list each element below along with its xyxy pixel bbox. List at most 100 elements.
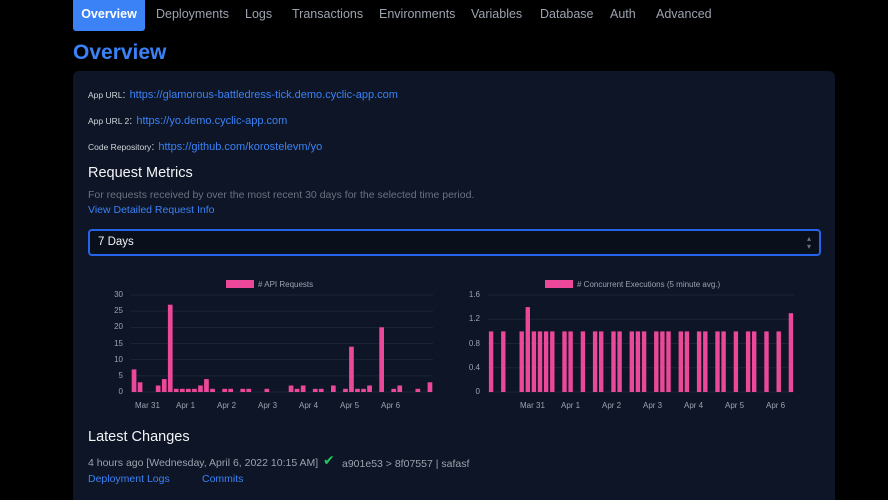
bar xyxy=(550,331,555,392)
bar xyxy=(733,331,739,392)
bar xyxy=(210,388,215,392)
bar xyxy=(776,331,781,392)
bar xyxy=(264,388,270,392)
bar xyxy=(788,313,794,392)
app-url-label: App URL xyxy=(88,90,123,100)
metrics-description: For requests received by over the most r… xyxy=(88,189,475,201)
bar xyxy=(204,379,209,392)
bar xyxy=(427,382,433,392)
view-detailed-request-link[interactable]: View Detailed Request Info xyxy=(88,204,215,216)
bar xyxy=(617,331,622,392)
bar xyxy=(192,388,197,392)
y-tick-label: 0.4 xyxy=(468,362,480,372)
bar xyxy=(198,385,203,392)
page-title: Overview xyxy=(73,41,167,64)
bar xyxy=(721,331,726,392)
bar xyxy=(167,304,173,392)
bar xyxy=(180,388,185,392)
x-tick-label: Apr 6 xyxy=(766,401,786,410)
bar xyxy=(137,382,143,392)
bar xyxy=(611,331,616,392)
bar xyxy=(715,331,720,392)
tab-advanced[interactable]: Advanced xyxy=(656,7,712,21)
y-tick-label: 25 xyxy=(114,306,123,316)
period-select[interactable]: 7 Days ▴ ▾ xyxy=(88,229,821,256)
y-tick-label: 0 xyxy=(475,387,480,396)
api-requests-legend-label: # API Requests xyxy=(258,280,314,289)
bar xyxy=(222,388,227,392)
bar xyxy=(361,388,366,392)
bar xyxy=(635,331,641,392)
bar xyxy=(660,331,665,392)
change-time: 4 hours ago [Wednesday, April 6, 2022 10… xyxy=(88,457,319,469)
bar xyxy=(294,388,300,392)
x-tick-label: Apr 2 xyxy=(217,401,237,410)
bar xyxy=(355,388,360,392)
concurrent-executions-legend-swatch xyxy=(545,280,573,288)
bar xyxy=(599,331,604,392)
bar xyxy=(161,379,167,392)
period-select-value: 7 Days xyxy=(98,236,134,248)
check-icon: ✔ xyxy=(323,452,335,468)
x-tick-label: Apr 1 xyxy=(176,401,196,410)
tab-database[interactable]: Database xyxy=(540,7,594,21)
app-url2-link[interactable]: https://yo.demo.cyclic-app.com xyxy=(136,115,288,127)
top-nav: Overview Deployments Logs Transactions E… xyxy=(0,0,888,31)
app-url-link[interactable]: https://glamorous-battledress-tick.demo.… xyxy=(129,89,398,101)
y-tick-label: 1.6 xyxy=(468,290,480,299)
api-requests-plot xyxy=(131,294,433,393)
y-tick-label: 5 xyxy=(118,370,123,380)
tab-variables[interactable]: Variables xyxy=(471,7,523,21)
bar xyxy=(228,388,233,392)
bar xyxy=(379,327,384,392)
bar xyxy=(752,331,757,392)
bar xyxy=(703,331,708,392)
x-tick-label: Apr 5 xyxy=(340,401,360,410)
bar xyxy=(764,331,769,392)
x-tick-label: Apr 3 xyxy=(643,401,663,410)
y-tick-label: 0.8 xyxy=(468,338,480,348)
concurrent-executions-plot xyxy=(488,294,794,393)
bar xyxy=(684,331,690,392)
bar xyxy=(666,331,671,392)
tab-transactions[interactable]: Transactions xyxy=(292,7,364,21)
x-tick-label: Apr 6 xyxy=(381,401,401,410)
bar xyxy=(580,331,586,392)
tab-deployments[interactable]: Deployments xyxy=(156,7,229,21)
x-tick-label: Apr 2 xyxy=(602,401,622,410)
bar xyxy=(415,388,421,392)
bar xyxy=(592,331,598,392)
y-tick-label: 10 xyxy=(114,354,123,364)
y-tick-label: 30 xyxy=(114,290,123,299)
bar xyxy=(155,385,161,392)
commit-info: a901e53 > 8f07557 | safasf xyxy=(342,458,470,470)
y-tick-label: 0 xyxy=(118,387,123,396)
api-requests-chart: # API Requests 0 5 10 15 20 25 30 Mar 31 Apr 1 A… xyxy=(73,271,453,421)
bar xyxy=(318,388,324,392)
app-url-row: App URL: https://glamorous-battledress-ti… xyxy=(88,89,398,101)
bar xyxy=(397,385,403,392)
tab-overview[interactable]: Overview xyxy=(73,0,145,31)
commits-link[interactable]: Commits xyxy=(202,473,244,485)
bar xyxy=(696,331,702,392)
bar xyxy=(525,307,530,392)
x-tick-label: Mar 31 xyxy=(135,401,160,410)
bar xyxy=(654,331,659,392)
latest-changes-heading: Latest Changes xyxy=(88,429,190,445)
bar xyxy=(131,369,137,392)
bar xyxy=(312,388,318,392)
tab-auth[interactable]: Auth xyxy=(610,7,636,21)
y-tick-label: 1.2 xyxy=(468,314,480,324)
overview-card: App URL: https://glamorous-battledress-ti… xyxy=(73,71,835,500)
bar xyxy=(745,331,751,392)
repo-label: Code Repository xyxy=(88,142,152,152)
bar xyxy=(519,331,524,392)
bar xyxy=(173,388,179,392)
bar xyxy=(331,385,336,392)
tab-environments[interactable]: Environments xyxy=(379,7,456,21)
deployment-logs-link[interactable]: Deployment Logs xyxy=(88,473,170,485)
bar xyxy=(531,331,537,392)
repo-link[interactable]: https://github.com/korostelevm/yo xyxy=(158,141,323,153)
tab-logs[interactable]: Logs xyxy=(245,7,273,21)
bar xyxy=(501,331,506,392)
